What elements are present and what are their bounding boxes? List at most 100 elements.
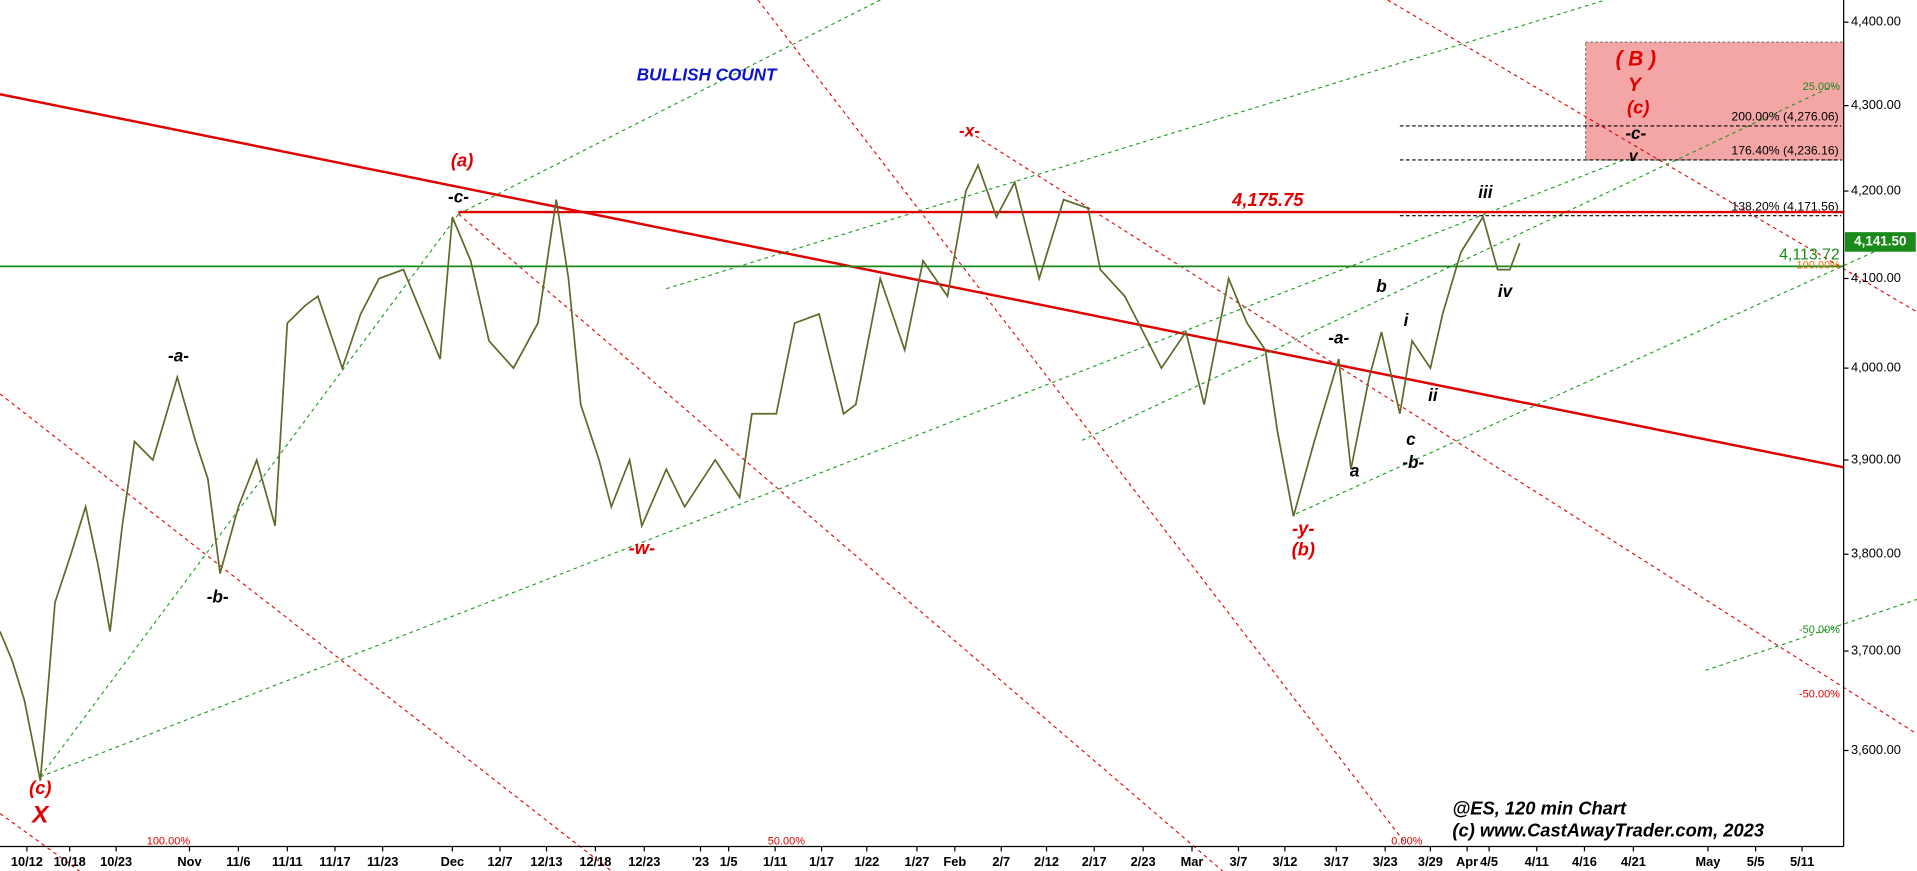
annotation: (a) (451, 149, 473, 170)
channel-line (969, 131, 1917, 735)
y-tick-label: 4,400.00 (1851, 14, 1901, 29)
y-tick-label: 4,100.00 (1851, 270, 1901, 285)
annotation: (c) (1627, 97, 1649, 118)
annotation: iv (1498, 282, 1514, 301)
annotation: 100.00% (147, 836, 191, 848)
x-tick-label: 3/29 (1418, 854, 1443, 869)
level-label: 4,113.72 (1779, 247, 1840, 264)
x-tick-label: 11/11 (272, 854, 303, 869)
x-tick-label: 2/7 (992, 854, 1010, 869)
x-tick-label: 12/13 (530, 854, 562, 869)
y-tick-label: 3,600.00 (1851, 742, 1901, 757)
channel-line (0, 813, 80, 871)
last-price-label: 4,141.50 (1854, 233, 1906, 248)
channel-line (1295, 231, 1917, 515)
x-tick-label: Dec (441, 854, 465, 869)
annotation: i (1404, 311, 1410, 330)
x-tick-label: 1/22 (854, 854, 879, 869)
x-tick-label: 1/5 (720, 854, 738, 869)
channel-line (458, 0, 881, 215)
channel-line (458, 213, 1223, 871)
annotation: BULLISH COUNT (637, 65, 778, 84)
channel-line (1705, 598, 1917, 671)
x-tick-label: 3/12 (1272, 854, 1297, 869)
annotation: -x- (959, 122, 980, 141)
green-channels (39, 0, 1917, 778)
annotation: -50.00% (1799, 689, 1840, 701)
annotation: a (1350, 462, 1360, 481)
annotation: -b- (207, 588, 229, 607)
x-tick-label: Nov (177, 854, 202, 869)
x-tick-label: 5/11 (1790, 854, 1814, 869)
channel-line (40, 158, 1627, 778)
annotation: -a- (1328, 328, 1349, 347)
x-tick-label: 4/16 (1572, 854, 1597, 869)
x-tick-label: 10/18 (54, 854, 86, 869)
annotation: -b- (1402, 453, 1424, 472)
x-tick-label: 2/17 (1082, 854, 1107, 869)
x-tick-label: 10/23 (100, 854, 132, 869)
x-tick-label: Apr (1456, 854, 1478, 869)
annotation: b (1376, 277, 1386, 296)
annotation: Y (1628, 74, 1643, 96)
x-tick-label: 2/12 (1034, 854, 1059, 869)
annotation: (c) (29, 777, 51, 798)
annotation: X (30, 801, 50, 828)
main-layer: 3,600.00 3,700.00 3,800.00 3,900.00 4,000.00… (0, 14, 1916, 869)
y-tick-label: 3,700.00 (1851, 642, 1901, 657)
y-tick-label: 4,300.00 (1851, 97, 1901, 112)
trendline (0, 92, 1844, 469)
y-tick-label: 3,900.00 (1851, 451, 1901, 466)
x-tick-label: 2/23 (1131, 854, 1156, 869)
x-tick-label: 4/11 (1525, 854, 1549, 869)
annotation: ii (1428, 386, 1439, 405)
fib-label: 200.00% (4,276.06) (1731, 110, 1838, 124)
channel-line (0, 393, 612, 871)
y-tick-label: 3,800.00 (1851, 546, 1901, 561)
fib-label: 138.20% (4,171.56) (1731, 199, 1838, 213)
last-price-box (1844, 232, 1916, 252)
annotation: (c) www.CastAwayTrader.com, 2023 (1452, 820, 1764, 841)
annotation: -w- (629, 537, 655, 558)
annotation: @ES, 120 min Chart (1452, 798, 1627, 819)
annotation: 0.00% (1391, 836, 1422, 848)
x-tick-label: 11/23 (367, 854, 398, 869)
x-tick-label: 3/23 (1373, 854, 1398, 869)
x-tick-label: 1/11 (763, 854, 787, 869)
x-tick-label: Mar (1181, 854, 1204, 869)
price-line (0, 163, 1521, 782)
level-label: 4,175.75 (1231, 189, 1304, 210)
annotation: -c- (448, 188, 469, 207)
annotation: iii (1478, 183, 1494, 202)
x-tick-label: '23 (692, 854, 709, 869)
y-tick-label: 4,200.00 (1851, 182, 1901, 197)
x-tick-label: 10/12 (11, 854, 43, 869)
annotation: -50.00% (1799, 624, 1840, 636)
fib-label: 176.40% (4,236.16) (1731, 144, 1838, 158)
x-tick-label: 12/7 (488, 854, 513, 869)
annotation: c (1406, 430, 1416, 449)
x-tick-label: 4/5 (1480, 854, 1498, 869)
x-tick-label: 11/6 (226, 854, 250, 869)
annotation: 100.00% (1797, 259, 1841, 271)
x-tick-label: 12/23 (628, 854, 660, 869)
x-tick-label: 3/7 (1230, 854, 1248, 869)
y-tick-label: 4,000.00 (1851, 360, 1901, 375)
x-tick-label: 1/17 (809, 854, 834, 869)
x-tick-label: 11/17 (319, 854, 350, 869)
x-tick-label: 12/18 (579, 854, 611, 869)
channel-line (757, 0, 1407, 845)
x-tick-label: May (1695, 854, 1721, 869)
annotation: -a- (168, 347, 189, 366)
x-tick-label: 3/17 (1324, 854, 1349, 869)
annotation: 25.00% (1803, 81, 1841, 93)
x-tick-label: Feb (943, 854, 966, 869)
annotation: v (1629, 148, 1639, 165)
annotation: 50.00% (768, 836, 806, 848)
x-tick-label: 1/27 (904, 854, 929, 869)
channel-line (666, 0, 1606, 290)
